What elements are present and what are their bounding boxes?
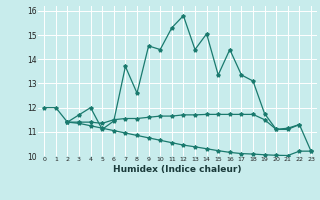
X-axis label: Humidex (Indice chaleur): Humidex (Indice chaleur): [113, 165, 242, 174]
